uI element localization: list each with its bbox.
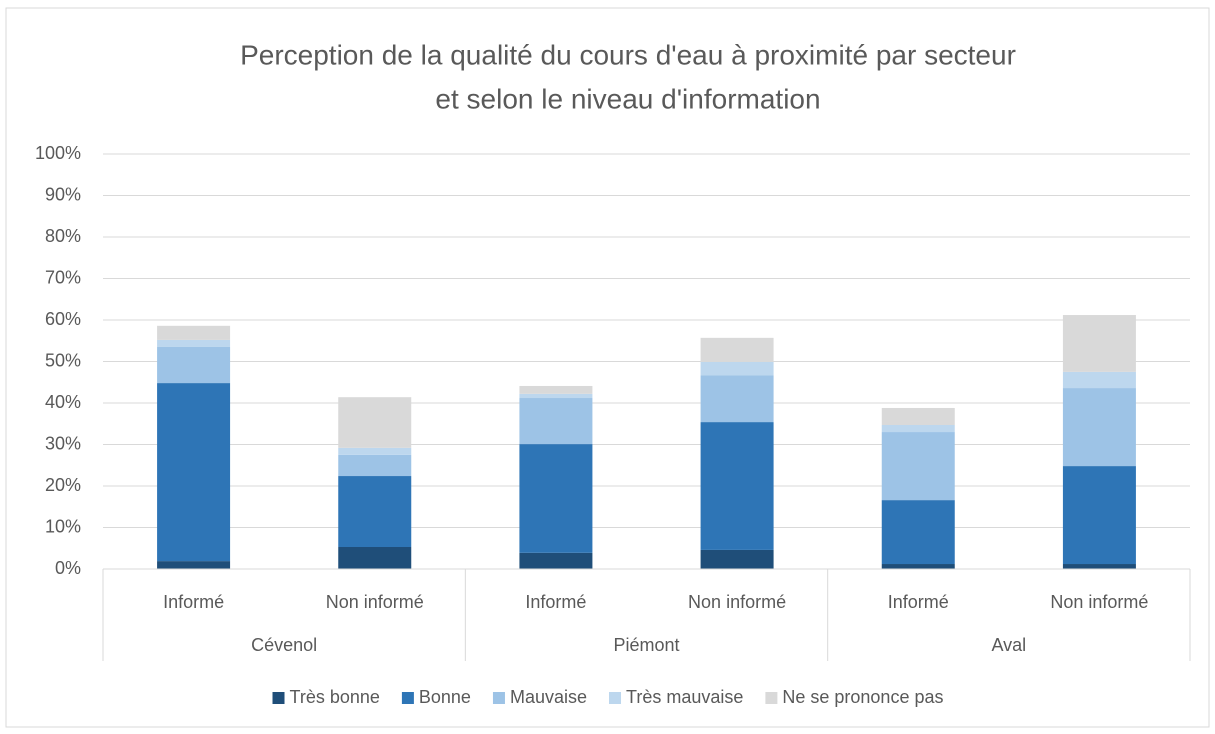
- bar-segment: [157, 561, 231, 569]
- bar-segment: [700, 375, 774, 423]
- bar-segment: [881, 500, 955, 565]
- legend-swatch: [765, 692, 778, 704]
- bar-segment: [338, 447, 412, 455]
- legend-label: Très bonne: [290, 687, 380, 707]
- y-tick-label: 40%: [45, 392, 81, 412]
- bar-segment: [157, 339, 231, 347]
- bar-segment: [519, 385, 593, 394]
- bar-segment: [157, 346, 231, 384]
- bar-segment: [700, 422, 774, 550]
- bar-segment: [881, 407, 955, 425]
- y-tick-label: 90%: [45, 184, 81, 204]
- x-tick-label: Non informé: [1050, 592, 1148, 612]
- bar-segment: [338, 397, 412, 448]
- bar-segment: [519, 444, 593, 553]
- x-tick-label: Non informé: [326, 592, 424, 612]
- x-tick-label: Informé: [525, 592, 586, 612]
- bar-segment: [1062, 315, 1136, 372]
- legend-swatch: [272, 692, 285, 704]
- y-tick-label: 50%: [45, 350, 81, 370]
- y-tick-label: 70%: [45, 267, 81, 287]
- bar-segment: [881, 432, 955, 501]
- y-tick-label: 60%: [45, 309, 81, 329]
- y-tick-label: 0%: [55, 558, 81, 578]
- bar-segment: [519, 398, 593, 445]
- bar-segment: [1062, 388, 1136, 467]
- legend-label: Ne se prononce pas: [782, 687, 943, 707]
- bar-segment: [700, 337, 774, 362]
- bar-segment: [881, 424, 955, 433]
- legend-swatch: [609, 692, 622, 704]
- group-label: Cévenol: [251, 635, 317, 655]
- bar-segment: [700, 549, 774, 569]
- group-label: Aval: [991, 635, 1026, 655]
- bar-segment: [157, 325, 231, 340]
- bar-segment: [519, 552, 593, 569]
- bar-segment: [1062, 564, 1136, 569]
- group-label: Piémont: [613, 635, 679, 655]
- x-tick-label: Informé: [888, 592, 949, 612]
- y-tick-label: 30%: [45, 433, 81, 453]
- legend-swatch: [401, 692, 414, 704]
- x-tick-label: Non informé: [688, 592, 786, 612]
- bar-segment: [157, 383, 231, 562]
- bar-segment: [881, 564, 955, 569]
- y-tick-label: 10%: [45, 516, 81, 536]
- bar-segment: [338, 476, 412, 548]
- legend-label: Très mauvaise: [626, 687, 743, 707]
- bar-segment: [519, 393, 593, 399]
- bar-segment: [700, 361, 774, 376]
- bar-segment: [338, 547, 412, 569]
- x-tick-label: Informé: [163, 592, 224, 612]
- chart-title: Perception de la qualité du cours d'eau …: [240, 39, 1016, 70]
- legend-label: Bonne: [419, 687, 471, 707]
- legend-label: Mauvaise: [510, 687, 587, 707]
- bar-segment: [1062, 466, 1136, 565]
- y-tick-label: 100%: [35, 143, 81, 163]
- legend-swatch: [492, 692, 505, 704]
- bar-segment: [1062, 371, 1136, 389]
- y-tick-label: 80%: [45, 226, 81, 246]
- y-tick-label: 20%: [45, 475, 81, 495]
- bar-segment: [338, 454, 412, 477]
- chart-title: et selon le niveau d'information: [435, 83, 820, 114]
